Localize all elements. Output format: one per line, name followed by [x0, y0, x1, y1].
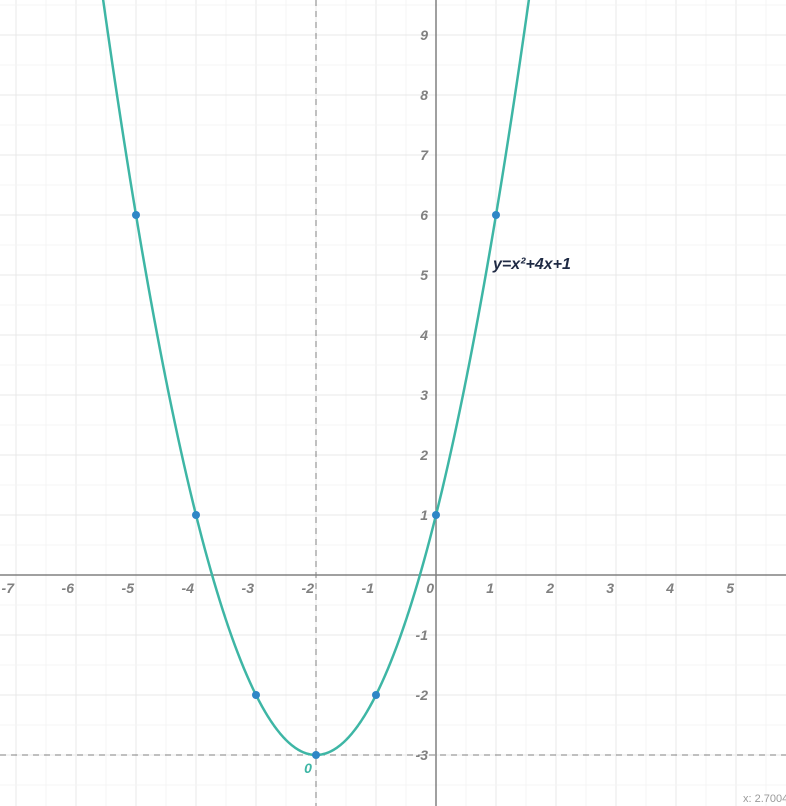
y-tick-label: -2 [416, 687, 429, 703]
y-tick-label: 7 [420, 147, 429, 163]
x-tick-label: -7 [2, 580, 16, 596]
plotted-point[interactable] [192, 511, 200, 519]
y-tick-label: 1 [420, 507, 428, 523]
y-tick-label: 4 [419, 327, 428, 343]
x-tick-label: -5 [122, 580, 135, 596]
y-tick-label: 5 [420, 267, 428, 283]
x-tick-label: -1 [362, 580, 375, 596]
plotted-point[interactable] [252, 691, 260, 699]
vertex-label: 0 [304, 760, 312, 776]
chart-background [0, 0, 786, 806]
x-tick-label: 2 [545, 580, 554, 596]
x-tick-label: 3 [606, 580, 614, 596]
y-tick-label: 2 [419, 447, 428, 463]
x-tick-label: -4 [182, 580, 195, 596]
x-tick-label: 1 [486, 580, 494, 596]
y-tick-label: 8 [420, 87, 428, 103]
plotted-point[interactable] [492, 211, 500, 219]
y-tick-label: -1 [416, 627, 429, 643]
x-tick-label: -3 [242, 580, 255, 596]
equation-label: y=x²+4x+1 [492, 256, 571, 273]
cursor-coordinate-readout: x: 2.7004 [743, 793, 786, 805]
y-tick-label: 9 [420, 27, 428, 43]
plotted-point[interactable] [132, 211, 140, 219]
chart-plot-area[interactable]: -7 -6 -5 -4 -3 -2 -1 0 1 2 3 4 5 -3 -2 -1 1 2 3 4 5 6 7 8 9 0 y=x²… [0, 0, 786, 806]
plotted-point[interactable] [372, 691, 380, 699]
x-tick-label: 4 [665, 580, 674, 596]
x-tick-label: 0 [426, 580, 434, 596]
y-tick-label: 6 [420, 207, 428, 223]
y-tick-label: -3 [416, 747, 429, 763]
x-tick-label: 5 [726, 580, 734, 596]
x-tick-label: -2 [302, 580, 315, 596]
x-tick-label: -6 [62, 580, 75, 596]
plotted-point[interactable] [432, 511, 440, 519]
plotted-point[interactable] [312, 751, 320, 759]
y-tick-label: 3 [420, 387, 428, 403]
